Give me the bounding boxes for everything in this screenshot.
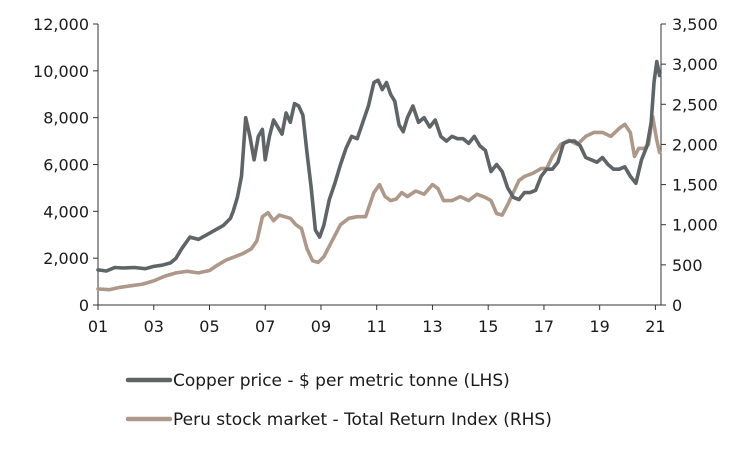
left-tick-label: 8,000 bbox=[43, 109, 89, 128]
left-tick-label: 2,000 bbox=[43, 249, 89, 268]
series-layer bbox=[96, 59, 662, 292]
x-axis: 01 03 05 07 09 11 13 15 17 19 21 bbox=[88, 304, 666, 336]
x-tick-label: 05 bbox=[199, 317, 219, 336]
x-tick-label: 19 bbox=[590, 317, 610, 336]
legend-label-copper: Copper price - $ per metric tonne (LHS) bbox=[173, 371, 510, 391]
x-tick-label: 01 bbox=[88, 317, 108, 336]
x-tick-label: 21 bbox=[645, 317, 665, 336]
left-axis: 0 2,000 4,000 6,000 8,000 10,000 12,000 bbox=[33, 15, 99, 315]
legend: Copper price - $ per metric tonne (LHS) P… bbox=[125, 371, 552, 430]
x-tick-label: 17 bbox=[534, 317, 554, 336]
right-tick-label: 2,000 bbox=[672, 135, 718, 154]
right-tick-label: 500 bbox=[672, 256, 703, 275]
x-tick-label: 11 bbox=[367, 317, 387, 336]
right-tick-label: 1,000 bbox=[672, 216, 718, 235]
left-tick-label: 6,000 bbox=[43, 156, 89, 175]
right-tick-label: 3,500 bbox=[672, 15, 718, 34]
x-tick-label: 03 bbox=[144, 317, 164, 336]
right-tick-label: 1,500 bbox=[672, 176, 718, 195]
left-tick-label: 0 bbox=[79, 296, 89, 315]
x-tick-label: 07 bbox=[255, 317, 275, 336]
x-tick-label: 09 bbox=[311, 317, 331, 336]
right-tick-label: 3,000 bbox=[672, 55, 718, 74]
x-tick-label: 15 bbox=[478, 317, 498, 336]
legend-label-peru: Peru stock market - Total Return Index (… bbox=[173, 410, 552, 430]
right-tick-label: 0 bbox=[672, 296, 682, 315]
left-tick-label: 10,000 bbox=[33, 62, 89, 81]
copper-price-series-line bbox=[96, 59, 662, 273]
right-axis: 0 500 1,000 1,500 2,000 2,500 3,000 3,500 bbox=[660, 15, 718, 315]
right-tick-label: 2,500 bbox=[672, 95, 718, 114]
peru-stock-series-line bbox=[96, 114, 662, 292]
x-tick-label: 13 bbox=[422, 317, 442, 336]
left-tick-label: 4,000 bbox=[43, 202, 89, 221]
left-tick-label: 12,000 bbox=[33, 15, 89, 34]
